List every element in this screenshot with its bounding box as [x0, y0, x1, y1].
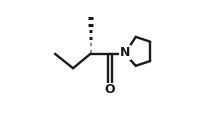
Text: O: O	[105, 83, 115, 97]
Text: N: N	[120, 46, 130, 59]
